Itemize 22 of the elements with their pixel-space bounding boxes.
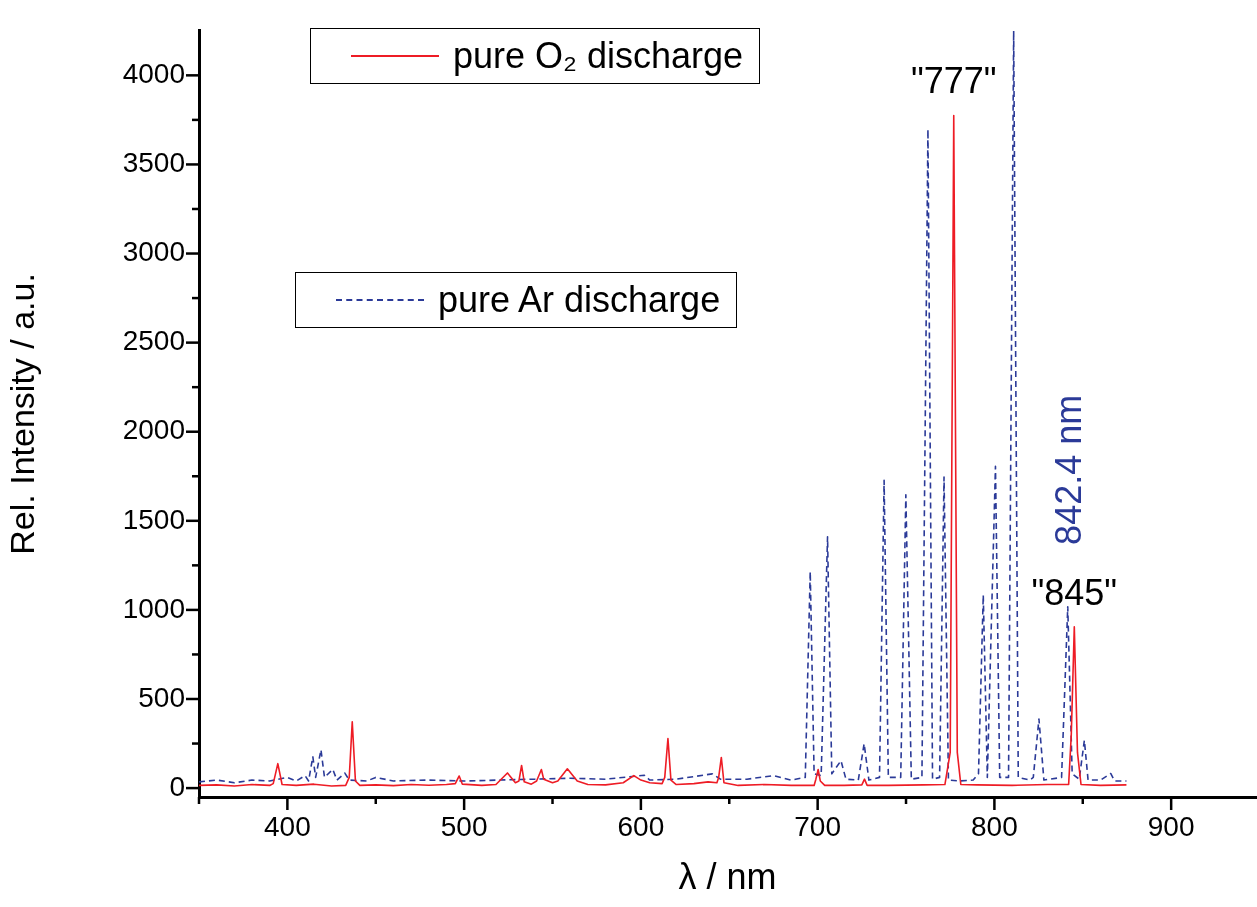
x-tick-label: 500 — [440, 810, 488, 842]
y-tick-label: 4000 — [122, 58, 185, 90]
y-tick-label: 2000 — [122, 414, 185, 446]
x-axis-title: λ / nm — [678, 856, 777, 898]
x-tick-label: 900 — [1147, 810, 1195, 842]
x-tick-label: 700 — [794, 810, 841, 842]
legend-label: pure O₂ discharge — [453, 35, 744, 77]
x-tick-label: 400 — [264, 810, 311, 842]
x-tick-label: 800 — [971, 810, 1018, 842]
y-tick-label: 1500 — [122, 503, 185, 535]
x-tick-label: 600 — [617, 810, 665, 842]
y-axis-title: Rel. Intensity / a.u. — [2, 273, 41, 555]
y-tick-label: 2500 — [122, 325, 185, 357]
annotation: 842.4 nm — [1047, 394, 1089, 545]
y-tick-label: 3000 — [122, 236, 185, 268]
annotation: "777" — [910, 60, 997, 102]
annotation: "845" — [1031, 571, 1118, 613]
y-tick-label: 500 — [138, 681, 185, 713]
y-tick-label: 0 — [169, 770, 185, 802]
y-tick-label: 1000 — [122, 592, 185, 624]
y-tick-label: 3500 — [122, 147, 185, 179]
legend-label: pure Ar discharge — [438, 279, 721, 321]
